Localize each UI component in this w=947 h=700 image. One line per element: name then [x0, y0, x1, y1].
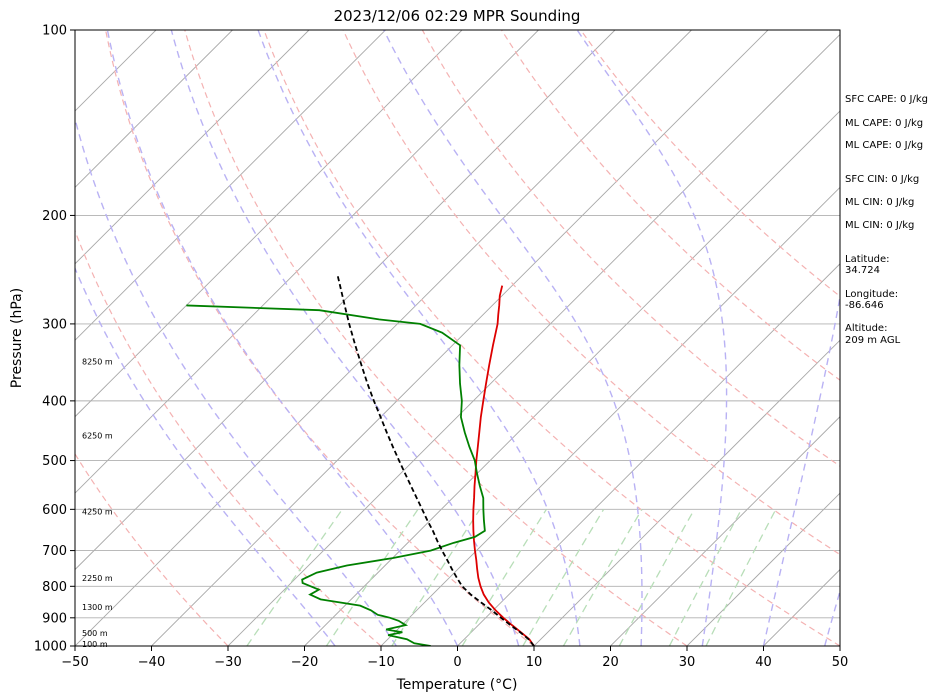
- y-tick-label: 600: [42, 503, 67, 518]
- mixing-ratio-line: [522, 509, 605, 646]
- x-axis: −50 −40 −30 −20 −10 0 10 20 30 40 50: [61, 646, 848, 670]
- mixing-ratio-line: [246, 508, 343, 646]
- y-tick-label: 800: [42, 580, 67, 595]
- height-label: 6250 m: [82, 431, 113, 440]
- mixing-ratio-line: [705, 509, 777, 646]
- dry-adiabat: [75, 229, 382, 646]
- dry-adiabat: [501, 30, 840, 381]
- moist-adiabat: [75, 116, 397, 646]
- isotherm: [686, 492, 840, 646]
- moist-adiabat: [106, 30, 459, 646]
- y-axis: 1000 900 800 700 600 500 400 300 200 100: [34, 24, 75, 655]
- mixing-ratio-line: [668, 509, 743, 646]
- isotherm: [304, 110, 840, 646]
- isotherm: [75, 30, 233, 189]
- x-tick-label: 40: [755, 655, 772, 670]
- side-panel-line: SFC CAPE: 0 J/kg: [845, 94, 928, 105]
- mixing-ratio-line: [325, 508, 419, 646]
- isotherm: [533, 339, 840, 646]
- isotherm: [75, 30, 463, 418]
- mixing-ratio-line: [562, 509, 643, 646]
- side-panel-line: 34.724: [845, 265, 880, 276]
- plot-area: 100 m 500 m 1300 m 2250 m 4250 m 6250 m 8250 m: [74, 29, 841, 649]
- side-panel-line: SFC CIN: 0 J/kg: [845, 174, 919, 185]
- x-axis-label: Temperature (°C): [396, 677, 518, 693]
- y-tick-label: 700: [42, 544, 67, 559]
- side-panel-line: Longitude:: [845, 289, 898, 300]
- plot-frame: [74, 29, 841, 647]
- y-tick-label: 300: [42, 317, 67, 332]
- height-label: 100 m: [82, 640, 108, 649]
- x-tick-label: −50: [61, 655, 88, 670]
- mixing-ratio-line: [618, 509, 695, 646]
- x-tick-label: 20: [602, 655, 619, 670]
- x-tick-label: −10: [367, 655, 394, 670]
- side-panel-line: 209 m AGL: [845, 335, 901, 346]
- moist-adiabat: [75, 266, 336, 646]
- y-axis-label: Pressure (hPa): [9, 288, 25, 388]
- dewpoint-trace: [186, 304, 486, 646]
- moist-adiabat: [576, 30, 728, 646]
- isotherm: [151, 30, 769, 646]
- side-panel-line: Latitude:: [845, 254, 890, 265]
- height-label: 500 m: [82, 629, 108, 638]
- y-tick-label: 1000: [34, 640, 67, 655]
- side-panel-line: ML CAPE: 0 J/kg: [845, 140, 923, 151]
- dry-adiabat: [75, 452, 229, 646]
- side-panel-line: -86.646: [845, 300, 884, 311]
- dry-adiabat: [184, 30, 688, 646]
- isotherm: [457, 263, 840, 646]
- mixing-ratio-line: [391, 508, 481, 646]
- y-tick-label: 400: [42, 394, 67, 409]
- dry-adiabat: [421, 30, 840, 467]
- isotherm: [380, 186, 840, 646]
- mixing-ratio-line: [461, 508, 547, 646]
- x-tick-label: −40: [138, 655, 165, 670]
- height-label: 2250 m: [82, 574, 113, 583]
- moist-adiabat: [257, 30, 581, 646]
- isotherm: [610, 416, 840, 646]
- y-tick-label: 900: [42, 611, 67, 626]
- isotherm: [75, 30, 539, 494]
- dry-adiabat: [263, 30, 840, 646]
- parcel-trace: [336, 274, 535, 646]
- y-tick-label: 100: [42, 24, 67, 39]
- y-tick-label: 200: [42, 209, 67, 224]
- side-panel-line: ML CIN: 0 J/kg: [845, 220, 914, 231]
- moist-adiabat: [383, 30, 643, 646]
- x-tick-label: 10: [526, 655, 543, 670]
- temperature-trace: [472, 285, 535, 646]
- height-label: 4250 m: [82, 508, 113, 517]
- dry-adiabat: [342, 30, 840, 556]
- isotherm: [75, 30, 692, 646]
- height-label: 8250 m: [82, 357, 113, 366]
- x-tick-label: 0: [453, 655, 461, 670]
- dry-adiabat: [105, 30, 535, 646]
- chart-title: 2023/12/06 02:29 MPR Sounding: [334, 7, 581, 25]
- isotherm: [75, 30, 386, 341]
- isotherm: [75, 30, 616, 571]
- x-tick-label: −30: [214, 655, 241, 670]
- x-tick-label: 30: [679, 655, 696, 670]
- height-label: 1300 m: [82, 603, 113, 612]
- side-panel-line: Altitude:: [845, 323, 887, 334]
- x-tick-label: 50: [832, 655, 849, 670]
- side-panel: SFC CAPE: 0 J/kg ML CAPE: 0 J/kg ML CAPE: …: [845, 94, 928, 346]
- isotherm: [227, 33, 840, 646]
- side-panel-line: ML CIN: 0 J/kg: [845, 197, 914, 208]
- side-panel-line: ML CAPE: 0 J/kg: [845, 118, 923, 129]
- moist-adiabat: [762, 292, 840, 646]
- y-tick-label: 500: [42, 454, 67, 469]
- x-tick-label: −20: [291, 655, 318, 670]
